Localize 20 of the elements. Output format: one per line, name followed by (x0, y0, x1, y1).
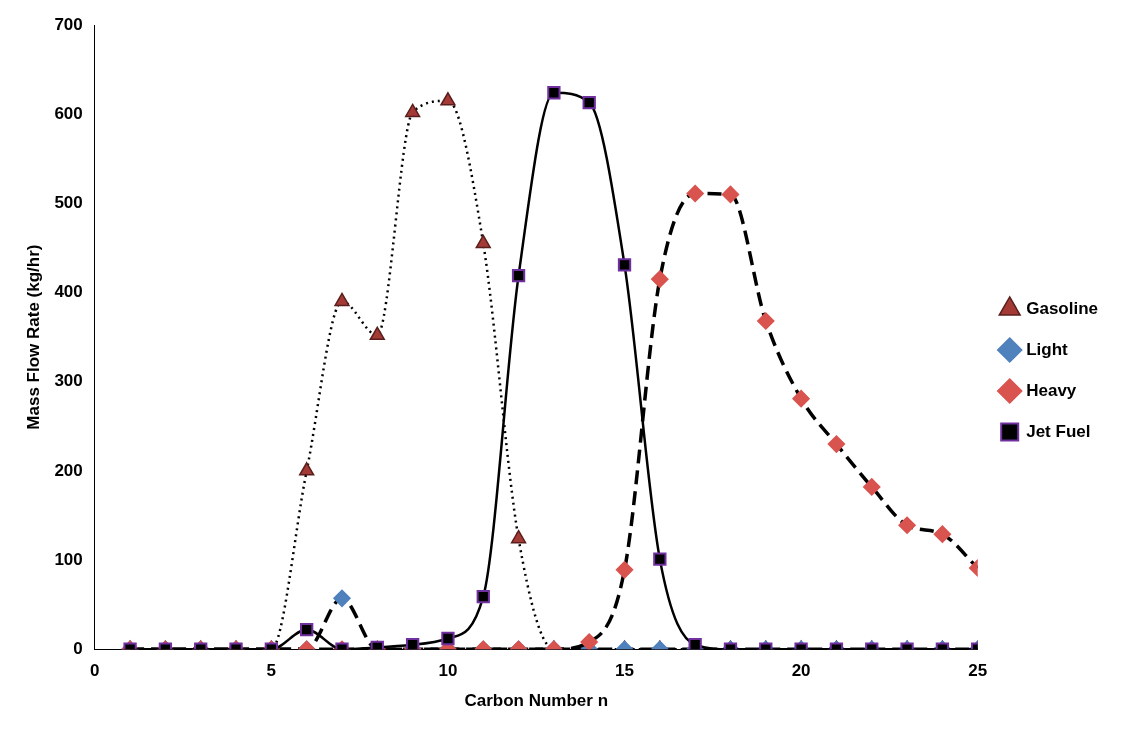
x-tick-label: 10 (438, 661, 458, 681)
x-tick-label: 5 (266, 661, 277, 681)
x-tick-label: 25 (968, 661, 988, 681)
legend-label: Gasoline (1026, 298, 1099, 318)
x-tick-label: 15 (615, 661, 634, 681)
y-tick-label: 600 (54, 103, 83, 123)
legend-label: Heavy (1026, 380, 1077, 400)
y-tick-label: 700 (54, 14, 83, 34)
x-axis-title: Carbon Number n (464, 691, 609, 711)
y-tick-label: 500 (54, 193, 83, 213)
legend-label: Light (1026, 339, 1069, 359)
y-tick-label: 300 (54, 371, 83, 391)
y-axis-title: Mass Flow Rate (kg/hr) (23, 244, 43, 430)
x-tick-label: 0 (90, 661, 100, 681)
legend-label: Jet Fuel (1026, 421, 1091, 441)
y-tick-label: 400 (54, 282, 83, 302)
y-tick-label: 200 (54, 460, 83, 480)
y-tick-label: 0 (73, 638, 83, 658)
y-tick-label: 100 (54, 549, 83, 569)
x-tick-label: 20 (791, 661, 811, 681)
